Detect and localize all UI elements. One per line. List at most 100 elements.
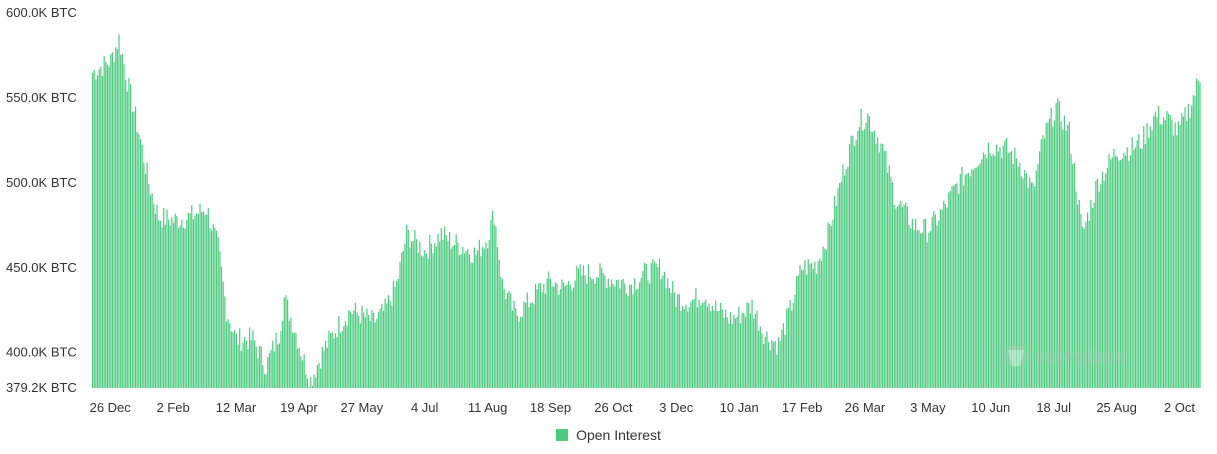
bar[interactable]: [928, 232, 930, 388]
bar[interactable]: [1113, 148, 1115, 388]
bar[interactable]: [187, 212, 190, 388]
bar[interactable]: [501, 279, 504, 388]
bar[interactable]: [801, 269, 803, 388]
bar[interactable]: [131, 111, 133, 388]
bar[interactable]: [705, 299, 707, 388]
bar[interactable]: [642, 271, 644, 388]
bar[interactable]: [710, 311, 712, 388]
bar[interactable]: [1014, 147, 1016, 388]
bar[interactable]: [120, 55, 122, 388]
bar[interactable]: [1005, 138, 1008, 388]
bar[interactable]: [518, 321, 520, 388]
bar[interactable]: [1027, 187, 1029, 388]
bar[interactable]: [896, 206, 899, 388]
bar[interactable]: [591, 279, 593, 388]
bar[interactable]: [596, 276, 598, 388]
bar[interactable]: [133, 111, 135, 388]
bar[interactable]: [1177, 121, 1180, 388]
bar[interactable]: [156, 204, 158, 388]
bar[interactable]: [655, 263, 657, 388]
bar[interactable]: [1103, 180, 1105, 388]
bar[interactable]: [614, 286, 616, 388]
bar[interactable]: [1070, 154, 1072, 388]
bar[interactable]: [734, 318, 737, 388]
bar[interactable]: [1197, 80, 1199, 388]
bar[interactable]: [533, 304, 535, 388]
bar[interactable]: [929, 230, 932, 388]
bar[interactable]: [295, 333, 297, 388]
bar[interactable]: [660, 279, 662, 388]
bar[interactable]: [1194, 95, 1196, 388]
bar[interactable]: [644, 263, 646, 388]
bar[interactable]: [662, 275, 664, 388]
bar[interactable]: [149, 194, 152, 388]
bar[interactable]: [963, 185, 965, 388]
bar[interactable]: [250, 340, 252, 388]
bar[interactable]: [1141, 148, 1143, 388]
bar[interactable]: [249, 327, 251, 388]
bar[interactable]: [972, 169, 975, 388]
bar[interactable]: [931, 216, 933, 388]
bar[interactable]: [787, 307, 790, 388]
bar[interactable]: [280, 330, 282, 388]
bar[interactable]: [204, 214, 206, 388]
bar[interactable]: [774, 340, 776, 388]
bar[interactable]: [253, 340, 256, 388]
bar[interactable]: [439, 241, 441, 388]
bar[interactable]: [885, 150, 887, 388]
bar[interactable]: [139, 139, 142, 388]
bar[interactable]: [325, 340, 327, 388]
bar[interactable]: [832, 219, 834, 388]
bar[interactable]: [440, 228, 442, 388]
bar[interactable]: [1111, 157, 1113, 388]
bar[interactable]: [144, 173, 147, 388]
bar[interactable]: [349, 311, 352, 388]
bar[interactable]: [682, 305, 684, 388]
bar[interactable]: [353, 310, 355, 388]
bar[interactable]: [943, 200, 945, 388]
bar[interactable]: [1172, 135, 1175, 388]
bar[interactable]: [1156, 117, 1158, 388]
bar[interactable]: [303, 354, 305, 388]
bar[interactable]: [706, 306, 709, 388]
bar[interactable]: [172, 222, 175, 388]
bar[interactable]: [772, 342, 775, 388]
bar[interactable]: [630, 284, 632, 388]
bar[interactable]: [1196, 78, 1198, 389]
bar[interactable]: [956, 183, 958, 388]
bar[interactable]: [427, 258, 429, 388]
bar[interactable]: [202, 211, 204, 388]
bar[interactable]: [840, 181, 842, 388]
bar[interactable]: [1143, 125, 1145, 389]
bar[interactable]: [1002, 145, 1004, 388]
bar[interactable]: [986, 158, 988, 388]
bar[interactable]: [850, 135, 852, 388]
bar[interactable]: [893, 204, 895, 388]
bar[interactable]: [225, 321, 228, 388]
bar[interactable]: [748, 303, 750, 388]
bar[interactable]: [449, 232, 451, 388]
bar[interactable]: [1034, 186, 1036, 388]
bar[interactable]: [751, 299, 753, 388]
bar[interactable]: [733, 314, 735, 388]
bar[interactable]: [634, 278, 636, 388]
bar[interactable]: [1191, 105, 1193, 388]
bar[interactable]: [179, 225, 181, 388]
bar[interactable]: [1078, 200, 1080, 388]
bar[interactable]: [799, 265, 801, 388]
bar[interactable]: [949, 191, 951, 388]
bar[interactable]: [1029, 177, 1031, 388]
bar[interactable]: [761, 333, 763, 388]
bar[interactable]: [1039, 151, 1041, 388]
bar[interactable]: [1050, 107, 1052, 388]
bar[interactable]: [118, 34, 120, 388]
bar[interactable]: [584, 275, 586, 388]
bar[interactable]: [151, 193, 153, 388]
bar[interactable]: [460, 253, 462, 388]
bar[interactable]: [410, 241, 413, 388]
bar[interactable]: [938, 220, 940, 388]
bar[interactable]: [191, 205, 193, 388]
bar[interactable]: [658, 258, 661, 388]
bar[interactable]: [756, 310, 758, 388]
bar[interactable]: [341, 331, 343, 388]
